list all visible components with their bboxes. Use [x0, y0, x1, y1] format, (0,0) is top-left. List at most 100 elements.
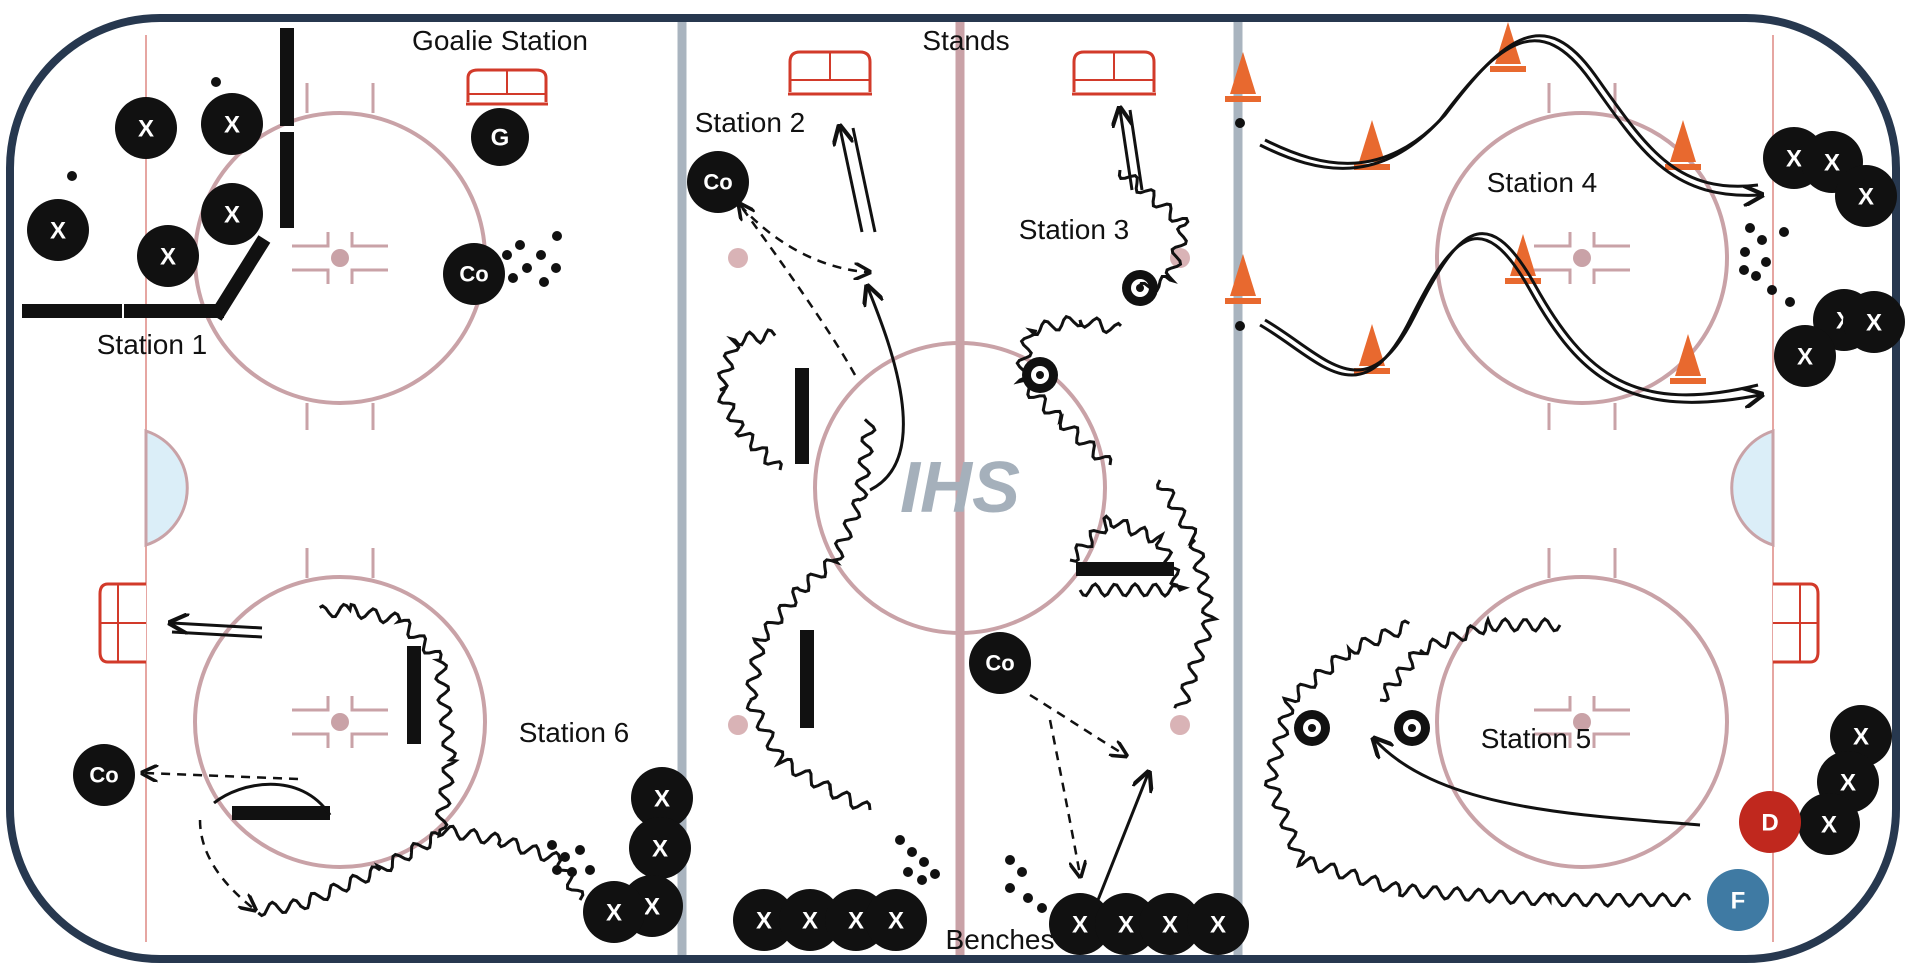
player-skater-14: X — [1798, 793, 1860, 855]
svg-text:X: X — [888, 907, 904, 934]
puck — [1740, 247, 1750, 257]
puck — [502, 250, 512, 260]
wavy-path — [745, 418, 877, 811]
svg-text:Co: Co — [459, 262, 488, 287]
svg-text:Co: Co — [985, 651, 1014, 676]
puck — [552, 865, 562, 875]
faceoff-circle-top-right — [1435, 83, 1729, 430]
player-skater-10: X — [1843, 291, 1905, 353]
player-skater-5: X — [137, 225, 199, 287]
puck — [1757, 235, 1767, 245]
player-defense: D — [1739, 791, 1801, 853]
svg-text:X: X — [50, 217, 66, 244]
svg-text:X: X — [654, 785, 670, 812]
crease-left — [144, 428, 189, 548]
player-coach-station-6: Co — [73, 744, 135, 806]
wavy-path — [1156, 479, 1220, 709]
wavy-path — [1117, 169, 1190, 293]
net-goalie-station — [466, 68, 548, 106]
net-station-3 — [1072, 50, 1156, 96]
svg-text:Co: Co — [703, 170, 732, 195]
skating-paths — [144, 34, 1760, 909]
puck — [575, 845, 585, 855]
neutral-dot-2 — [1170, 248, 1190, 268]
svg-text:X: X — [1072, 911, 1088, 938]
svg-text:X: X — [1821, 811, 1837, 838]
cone-1 — [1225, 52, 1261, 102]
puck — [895, 835, 905, 845]
svg-text:X: X — [848, 907, 864, 934]
svg-text:X: X — [1866, 309, 1882, 336]
station-2-label: Station 2 — [695, 107, 806, 138]
puck — [1005, 855, 1015, 865]
cone-6 — [1505, 234, 1541, 284]
puck — [585, 865, 595, 875]
player-coach-station-1: Co — [443, 243, 505, 305]
neutral-dot-3 — [728, 715, 748, 735]
puck — [211, 77, 221, 87]
wavy-path — [1013, 314, 1123, 466]
puck — [1023, 893, 1033, 903]
puck — [1745, 223, 1755, 233]
player-skater-20: X — [779, 889, 841, 951]
player-skater-2: X — [201, 93, 263, 155]
svg-text:X: X — [1786, 145, 1802, 172]
faceoff-circle-bottom-right — [1435, 548, 1729, 869]
puck — [903, 867, 913, 877]
puck — [1739, 265, 1749, 275]
net-left — [98, 582, 146, 664]
player-skater-19: X — [733, 889, 795, 951]
svg-text:G: G — [491, 124, 510, 151]
player-skater-25: X — [1139, 893, 1201, 955]
player-goalie: G — [471, 108, 529, 166]
svg-text:X: X — [652, 835, 668, 862]
puck — [1235, 321, 1245, 331]
goalie-station-label: Goalie Station — [412, 25, 588, 56]
cones — [1225, 22, 1706, 384]
player-coach-station-3: Co — [969, 632, 1031, 694]
player-skater-16: X — [629, 817, 691, 879]
ihs-logo: IHS — [900, 448, 1020, 528]
neutral-dot-4 — [1170, 715, 1190, 735]
crease-right — [1730, 428, 1775, 548]
player-skater-1: X — [115, 97, 177, 159]
puck — [907, 847, 917, 857]
player-skater-22: X — [865, 889, 927, 951]
puck — [919, 857, 929, 867]
puck-carry-paths — [257, 169, 1692, 918]
player-forward: F — [1707, 869, 1769, 931]
player-skater-26: X — [1187, 893, 1249, 955]
net-station-2 — [788, 50, 872, 96]
puck — [1005, 883, 1015, 893]
cone-8 — [1670, 334, 1706, 384]
puck — [1235, 118, 1245, 128]
pucks — [67, 77, 1795, 913]
puck — [515, 240, 525, 250]
wavy-path — [716, 328, 783, 471]
svg-text:X: X — [756, 907, 772, 934]
puck — [551, 263, 561, 273]
net-right — [1773, 582, 1820, 664]
puck — [1761, 257, 1771, 267]
svg-text:X: X — [138, 115, 154, 142]
neutral-dot-1 — [728, 248, 748, 268]
puck — [552, 231, 562, 241]
tire-3 — [1294, 710, 1330, 746]
svg-text:X: X — [1853, 723, 1869, 750]
tire-4 — [1394, 710, 1430, 746]
stands-label: Stands — [922, 25, 1009, 56]
barriers — [22, 28, 1174, 820]
svg-text:F: F — [1731, 887, 1746, 914]
wavy-path — [318, 602, 585, 901]
player-skater-11: X — [1774, 325, 1836, 387]
svg-text:X: X — [644, 893, 660, 920]
puck — [1751, 271, 1761, 281]
wavy-path — [1379, 615, 1562, 703]
puck — [539, 277, 549, 287]
svg-text:Co: Co — [89, 763, 118, 788]
puck — [536, 250, 546, 260]
puck — [1779, 227, 1789, 237]
wavy-path — [1069, 514, 1191, 598]
svg-text:X: X — [1824, 149, 1840, 176]
